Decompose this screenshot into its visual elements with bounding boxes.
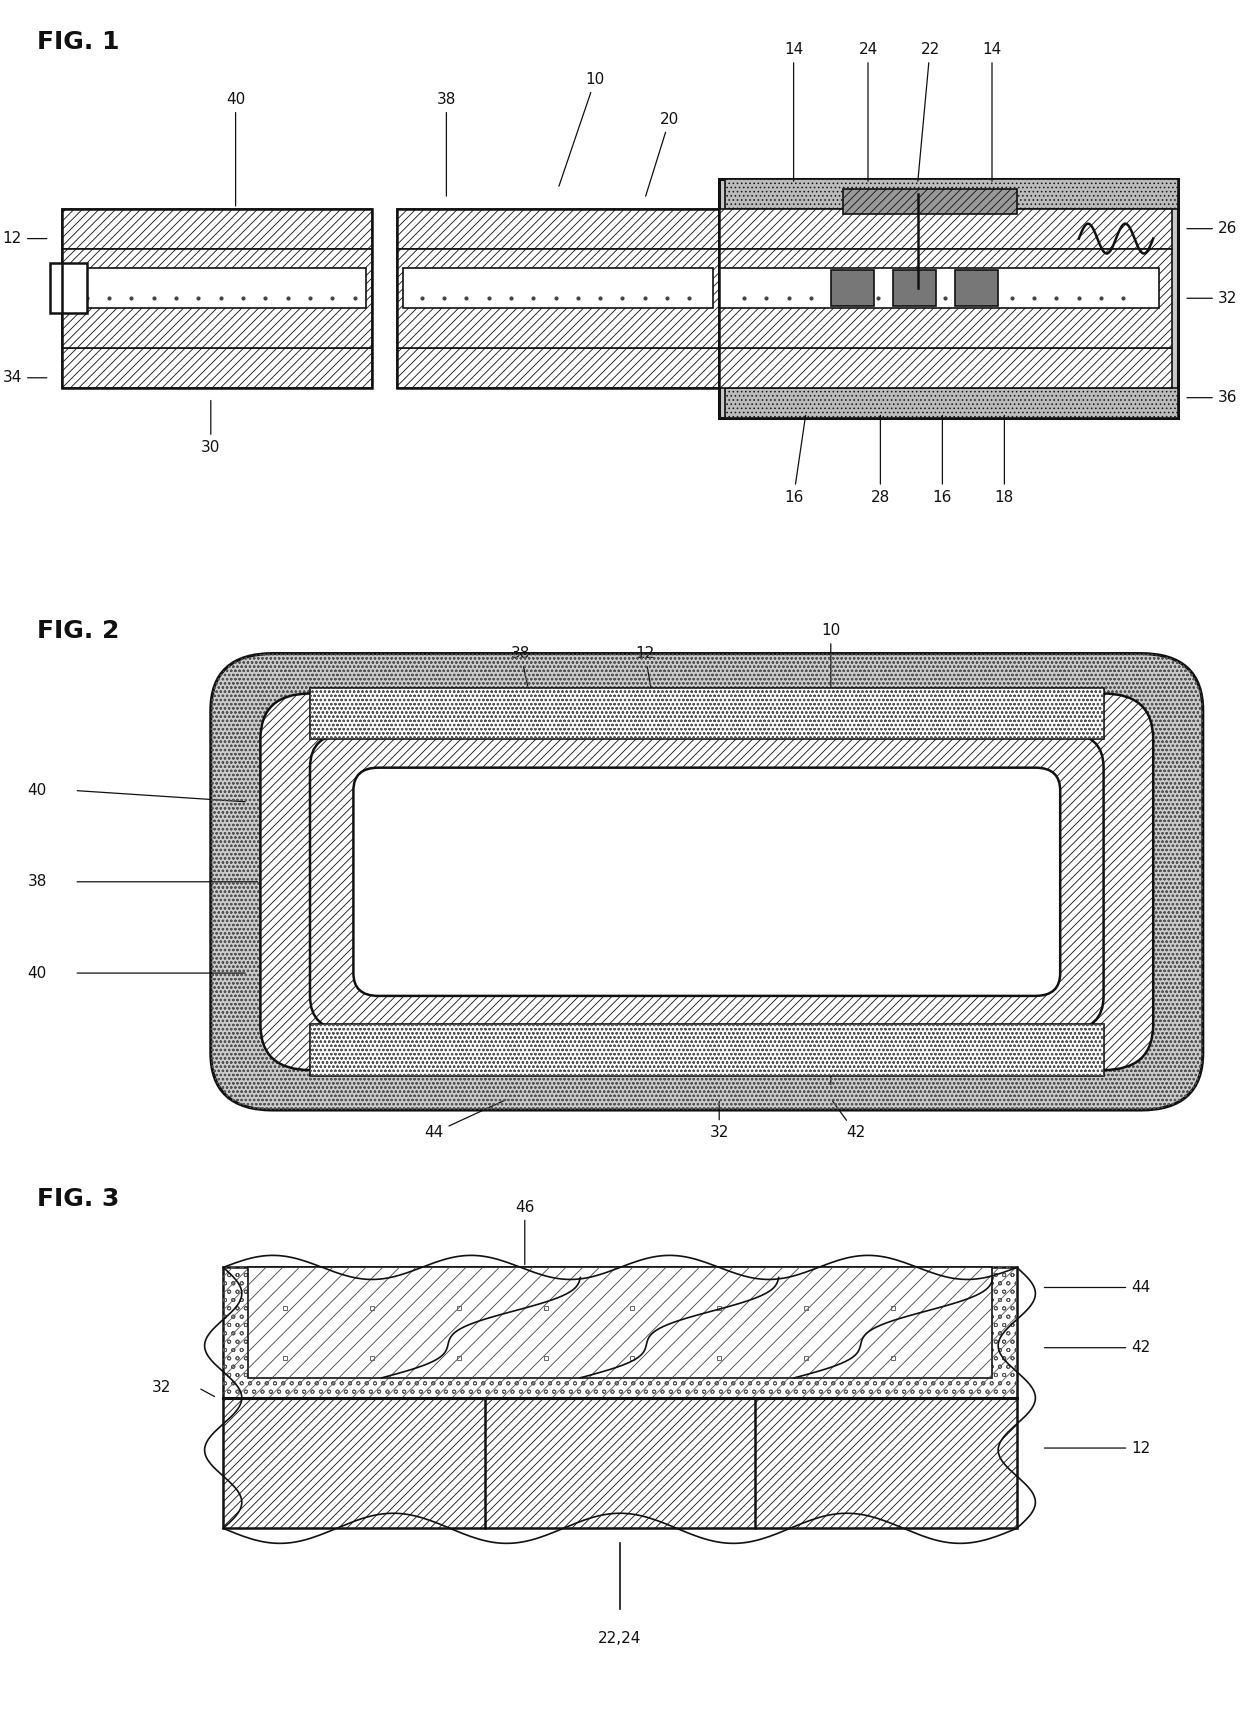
Bar <box>397 209 719 249</box>
Text: 28: 28 <box>870 415 890 505</box>
Text: 14: 14 <box>982 41 1002 182</box>
Bar <box>310 1024 1104 1075</box>
Text: FIG. 1: FIG. 1 <box>37 29 120 54</box>
Bar <box>223 1267 1017 1397</box>
Bar <box>310 688 1104 740</box>
Bar <box>843 188 1017 214</box>
Text: 10: 10 <box>559 73 605 187</box>
Bar <box>397 348 719 387</box>
Bar <box>62 209 372 249</box>
Bar <box>719 249 1172 348</box>
Bar <box>50 263 87 313</box>
FancyBboxPatch shape <box>260 693 1153 1070</box>
Bar <box>62 249 372 348</box>
Bar <box>719 209 1172 249</box>
Bar <box>397 249 719 348</box>
Text: 44: 44 <box>424 1100 506 1141</box>
Bar <box>397 249 719 348</box>
Bar <box>843 188 1017 214</box>
Text: 30: 30 <box>201 401 221 455</box>
Bar <box>62 348 372 387</box>
Bar <box>955 270 998 306</box>
Bar <box>831 270 874 306</box>
Text: 32: 32 <box>1187 290 1238 306</box>
Text: 22,24: 22,24 <box>599 1630 641 1646</box>
Text: 24: 24 <box>858 41 878 182</box>
Bar <box>62 249 372 348</box>
Text: 38: 38 <box>436 92 456 195</box>
Bar <box>725 180 1178 209</box>
Bar <box>223 1397 1017 1528</box>
Bar <box>403 268 713 308</box>
Bar <box>725 387 1178 418</box>
Bar <box>893 270 936 306</box>
Bar <box>248 1267 992 1378</box>
Text: 38: 38 <box>511 647 608 1062</box>
Text: 32: 32 <box>151 1380 171 1395</box>
Bar <box>310 688 1104 740</box>
Text: 34: 34 <box>2 370 47 386</box>
Bar <box>725 387 1178 418</box>
Text: 18: 18 <box>994 415 1014 505</box>
Bar <box>397 209 719 249</box>
Bar <box>62 209 372 387</box>
Bar <box>223 1267 1017 1397</box>
Text: 12: 12 <box>635 647 719 1062</box>
Bar <box>397 209 719 387</box>
Text: 12: 12 <box>2 232 47 246</box>
Bar <box>719 249 1172 348</box>
FancyBboxPatch shape <box>211 654 1203 1110</box>
Bar <box>248 1267 992 1378</box>
Bar <box>223 1397 1017 1528</box>
Text: 32: 32 <box>709 1101 729 1141</box>
Bar <box>725 180 1178 209</box>
Bar <box>62 209 372 249</box>
Bar <box>223 1267 1017 1397</box>
Text: 20: 20 <box>646 112 680 195</box>
Text: 16: 16 <box>932 415 952 505</box>
Bar <box>719 180 1178 418</box>
Text: 40: 40 <box>27 965 47 980</box>
Text: 38: 38 <box>27 875 47 889</box>
Text: 10: 10 <box>821 622 841 1084</box>
Text: 26: 26 <box>1187 221 1238 237</box>
Bar <box>68 268 366 308</box>
Text: 36: 36 <box>1187 391 1238 405</box>
Text: 42: 42 <box>832 1101 866 1141</box>
Text: 46: 46 <box>515 1200 534 1264</box>
Text: FIG. 2: FIG. 2 <box>37 619 119 643</box>
Bar <box>719 348 1172 387</box>
Text: 14: 14 <box>784 41 804 182</box>
FancyBboxPatch shape <box>353 768 1060 996</box>
Text: 40: 40 <box>226 92 246 206</box>
Text: 22: 22 <box>918 41 940 182</box>
Text: 42: 42 <box>1044 1340 1151 1356</box>
Text: 40: 40 <box>27 783 47 799</box>
Text: 12: 12 <box>1044 1440 1151 1456</box>
Bar <box>62 348 372 387</box>
Text: 16: 16 <box>784 415 806 505</box>
Text: 44: 44 <box>1044 1279 1151 1295</box>
Bar <box>397 348 719 387</box>
Text: FIG. 3: FIG. 3 <box>37 1188 119 1210</box>
Bar <box>719 209 1172 249</box>
Bar <box>719 268 1159 308</box>
Bar <box>719 348 1172 387</box>
FancyBboxPatch shape <box>310 733 1104 1030</box>
Bar <box>310 1024 1104 1075</box>
